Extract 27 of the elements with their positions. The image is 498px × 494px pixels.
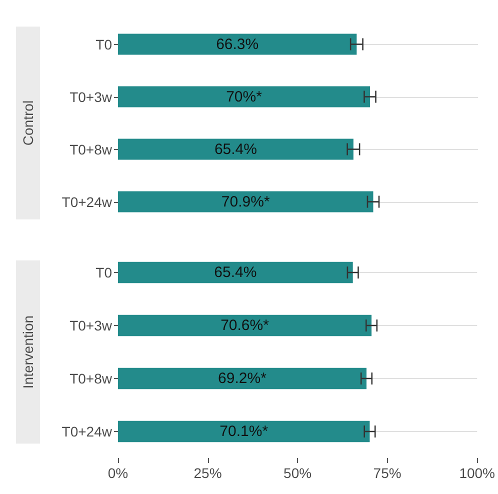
x-tick-label: 50% [284, 465, 312, 481]
bar [118, 86, 370, 108]
y-tick-label: T0+3w [70, 88, 113, 105]
x-tick-label: 75% [373, 465, 402, 481]
data-label: 70%* [226, 88, 262, 106]
y-axis-title: Intervention [20, 315, 36, 389]
data-label: 70.1%* [220, 423, 268, 440]
x-tick-label: 100% [459, 465, 496, 481]
data-label: 65.4% [214, 140, 257, 158]
x-tick-label: 25% [194, 465, 222, 481]
y-tick-label: T0 [96, 264, 112, 280]
y-tick-label: T0 [96, 36, 112, 52]
data-label: 65.4% [214, 264, 257, 281]
data-label: 69.2%* [218, 370, 267, 387]
y-tick-label: T0+8w [70, 141, 113, 158]
y-tick-label: T0+24w [62, 194, 113, 210]
x-tick-label: 0% [108, 465, 128, 481]
y-tick-label: T0+8w [70, 370, 113, 386]
data-label: 66.3% [216, 36, 259, 53]
bar [118, 34, 357, 55]
y-axis-title: Control [20, 100, 36, 146]
bar [118, 138, 354, 160]
bar [118, 191, 374, 212]
data-label: 70.6%* [220, 317, 270, 334]
y-tick-label: T0+3w [70, 318, 113, 334]
y-tick-label: T0+24w [62, 424, 113, 440]
data-label: 70.9%* [221, 193, 270, 210]
